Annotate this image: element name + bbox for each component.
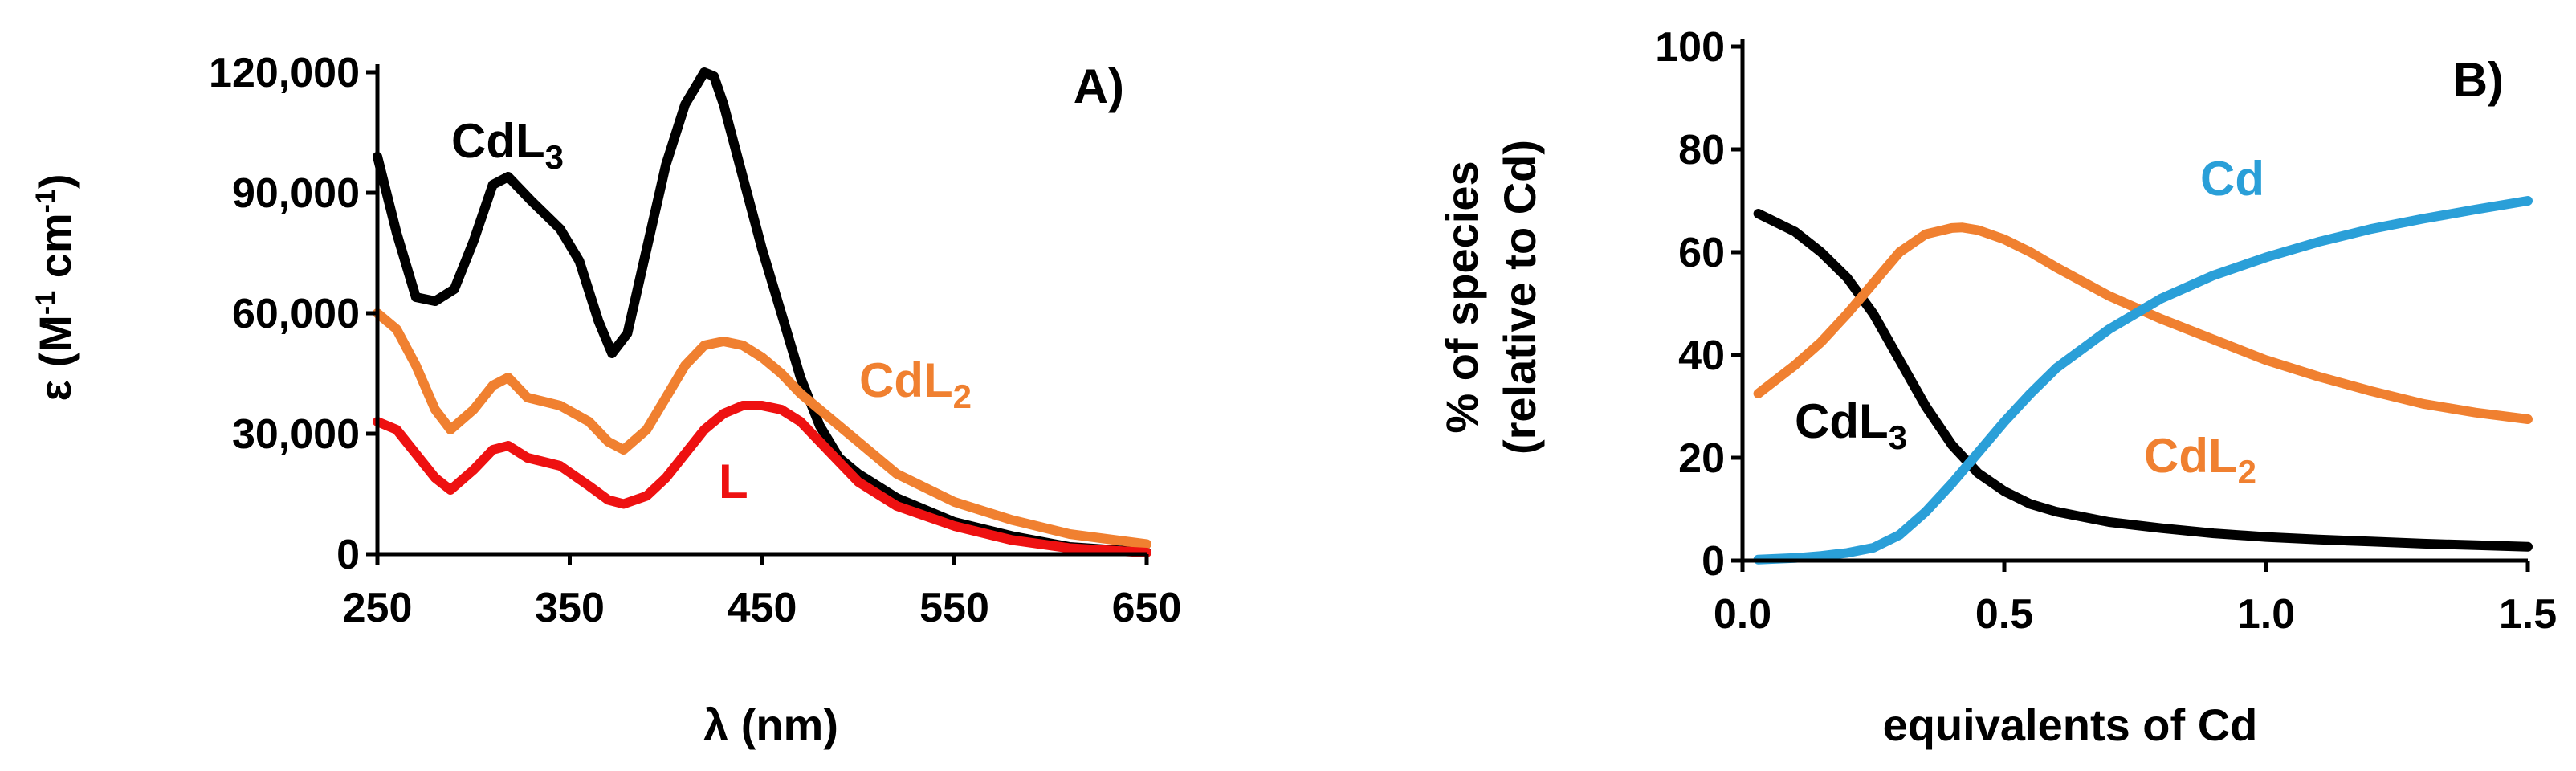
panel-a-y-tick-label: 0 (336, 532, 360, 578)
label-sub: 2 (2238, 453, 2256, 491)
panel-b-curves (1753, 196, 2533, 565)
panel-a-x-tick-label: 550 (919, 585, 989, 631)
panel-a-series-cdl3 (373, 67, 1151, 557)
y-title-sup2: -1 (31, 189, 61, 213)
y-title-end: ) (30, 173, 80, 189)
panel-a-chart: 0 30,000 60,000 90,000 120,000 250 350 450 550 65… (30, 50, 1181, 750)
panel-a-y-axis-title: ε (M-1 cm-1) (30, 173, 80, 401)
label-base: CdL (2144, 429, 2238, 483)
panel-a-axes: 0 30,000 60,000 90,000 120,000 250 350 450 550 65… (209, 50, 1181, 631)
panel-a-label-cdl2: CdL2 (859, 353, 972, 415)
panel-b-label-cd: Cd (2200, 152, 2264, 206)
y-title-mid: cm (30, 213, 80, 291)
panel-a-label-cdl3: CdL3 (451, 114, 564, 176)
panel-b-y-tick-label: 0 (1702, 538, 1725, 585)
panel-a-x-axis-title: λ (nm) (703, 700, 838, 750)
panel-b-series-cd (1753, 196, 2533, 565)
y-title-main: ε (M (30, 315, 80, 401)
panel-b-series-cdl2 (1753, 222, 2533, 424)
panel-a-label: A) (1074, 59, 1124, 113)
panel-b-y-axis-title-line1: % of species (1437, 161, 1487, 433)
panel-b-y-tick-label: 100 (1655, 24, 1725, 71)
panel-a-series-l (373, 401, 1151, 557)
panel-a-x-tick-label: 250 (343, 585, 413, 631)
label-base: CdL (451, 114, 545, 168)
label-base: CdL (1795, 394, 1889, 448)
label-sub: 2 (953, 377, 972, 415)
panel-b-x-axis-title: equivalents of Cd (1883, 700, 2258, 750)
panel-b-chart: 0 20 40 60 80 100 0.0 0.5 1.0 1.5 B) equivalents … (1437, 24, 2557, 750)
label-sub: 3 (1889, 418, 1907, 456)
panel-b-y-tick-label: 80 (1678, 127, 1725, 173)
panel-a-curves (373, 67, 1151, 557)
panel-b-y-tick-label: 40 (1678, 332, 1725, 379)
panel-b-y-tick-label: 20 (1678, 435, 1725, 482)
panel-b-y-axis-title-line2: (relative to Cd) (1494, 140, 1545, 455)
label-sub: 3 (545, 138, 564, 176)
panel-a-label-l: L (719, 455, 748, 508)
y-title-sup1: -1 (31, 291, 61, 315)
panel-a-y-tick-label: 90,000 (232, 170, 360, 217)
panel-b-x-tick-label: 0.0 (1714, 591, 1771, 638)
panel-b-label-cdl3: CdL3 (1795, 394, 1907, 456)
panel-b-y-tick-label: 60 (1678, 230, 1725, 276)
panel-a-series-cdl2 (373, 308, 1151, 549)
label-base: CdL (859, 353, 953, 407)
panel-b-x-tick-label: 1.0 (2237, 591, 2295, 638)
panel-b-series-cdl3 (1753, 209, 2533, 552)
panel-a-x-tick-label: 350 (535, 585, 605, 631)
panel-b-x-tick-label: 0.5 (1975, 591, 2033, 638)
panel-a-x-tick-label: 650 (1112, 585, 1182, 631)
panel-b-label: B) (2453, 53, 2504, 107)
panel-a-y-tick-label: 30,000 (232, 411, 360, 458)
panel-a-x-tick-label: 450 (728, 585, 797, 631)
panel-a-y-tick-label: 60,000 (232, 291, 360, 337)
panel-b-x-tick-label: 1.5 (2499, 591, 2557, 638)
panel-b-axes: 0 20 40 60 80 100 0.0 0.5 1.0 1.5 (1655, 24, 2557, 638)
panel-b-label-cdl2: CdL2 (2144, 429, 2256, 491)
panel-a-y-tick-label: 120,000 (209, 50, 360, 96)
